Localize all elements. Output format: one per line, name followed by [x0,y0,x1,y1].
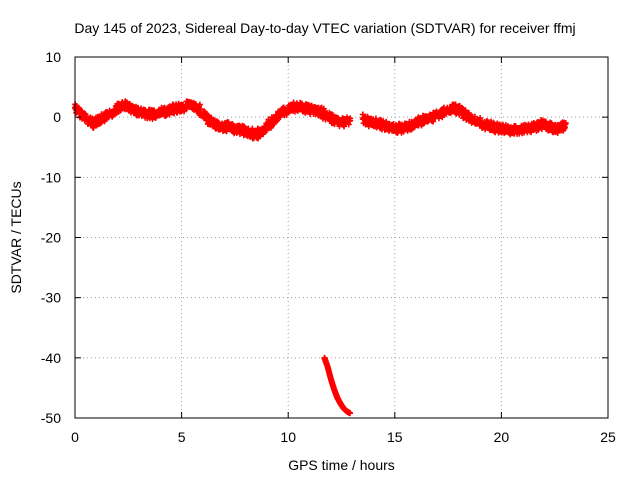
data-point [347,115,354,122]
y-tick-label: -20 [41,230,61,246]
x-tick-label: 15 [387,429,403,445]
grid-layer [75,57,608,418]
y-tick-label: -10 [41,169,61,185]
x-tick-label: 25 [600,429,616,445]
y-tick-label: -30 [41,290,61,306]
y-tick-label: 0 [53,109,61,125]
x-tick-label: 5 [178,429,186,445]
x-tick-label: 10 [280,429,296,445]
axis-layer: 0 5 10 15 20 25 -50 -40 -30 -20 -10 0 10 [41,49,616,445]
data-layer [72,98,569,417]
data-point [341,123,348,130]
data-point [82,111,89,118]
data-point [197,106,204,113]
series-outlier-drop [321,354,354,417]
data-point [102,116,109,123]
x-tick-label: 0 [71,429,79,445]
chart-title: Day 145 of 2023, Sidereal Day-to-day VTE… [74,20,575,36]
y-tick-label: 10 [45,49,61,65]
y-tick-label: -40 [41,350,61,366]
data-point [208,116,215,123]
data-point [562,121,569,128]
series-main-band [72,98,569,142]
data-point [347,410,354,417]
y-axis-title: SDTVAR / TECUs [8,181,24,293]
data-point [109,112,116,119]
data-point [314,108,321,115]
y-tick-label: -50 [41,410,61,426]
data-point [233,129,240,136]
x-axis-title: GPS time / hours [288,457,395,473]
data-point [322,108,329,115]
data-point [560,125,567,132]
data-point [283,111,290,118]
x-tick-label: 20 [494,429,510,445]
data-point [153,113,160,120]
